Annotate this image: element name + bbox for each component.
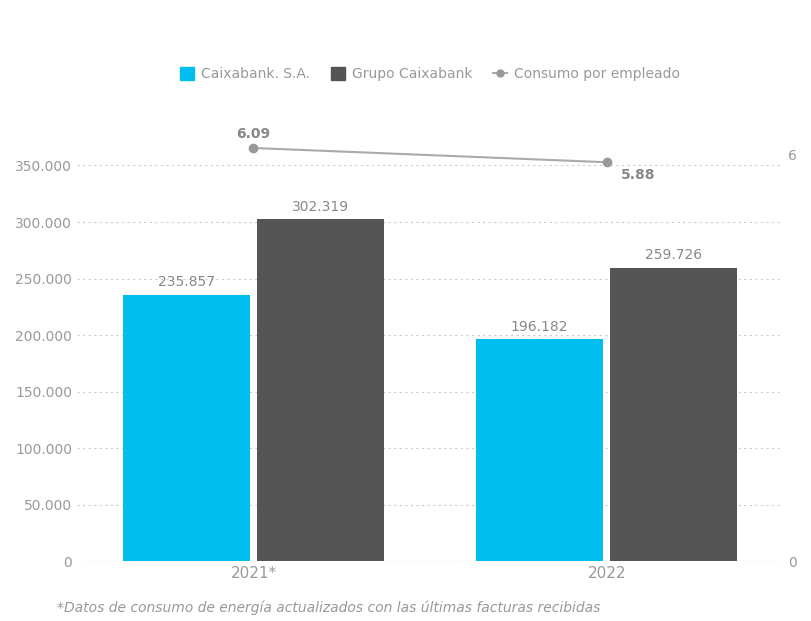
Bar <box>609 268 736 561</box>
Legend: Caixabank. S.A., Grupo Caixabank, Consumo por empleado: Caixabank. S.A., Grupo Caixabank, Consum… <box>174 61 684 87</box>
Text: 302.319: 302.319 <box>292 200 349 214</box>
Text: 6.09: 6.09 <box>236 127 270 141</box>
Text: 196.182: 196.182 <box>510 320 568 333</box>
Bar <box>256 219 384 561</box>
Text: 235.857: 235.857 <box>157 275 215 289</box>
Bar <box>475 340 603 561</box>
Text: *Datos de consumo de energía actualizados con las últimas facturas recibidas: *Datos de consumo de energía actualizado… <box>57 601 599 615</box>
Bar <box>122 294 250 561</box>
Text: 259.726: 259.726 <box>645 248 702 262</box>
Text: 5.88: 5.88 <box>620 168 654 182</box>
